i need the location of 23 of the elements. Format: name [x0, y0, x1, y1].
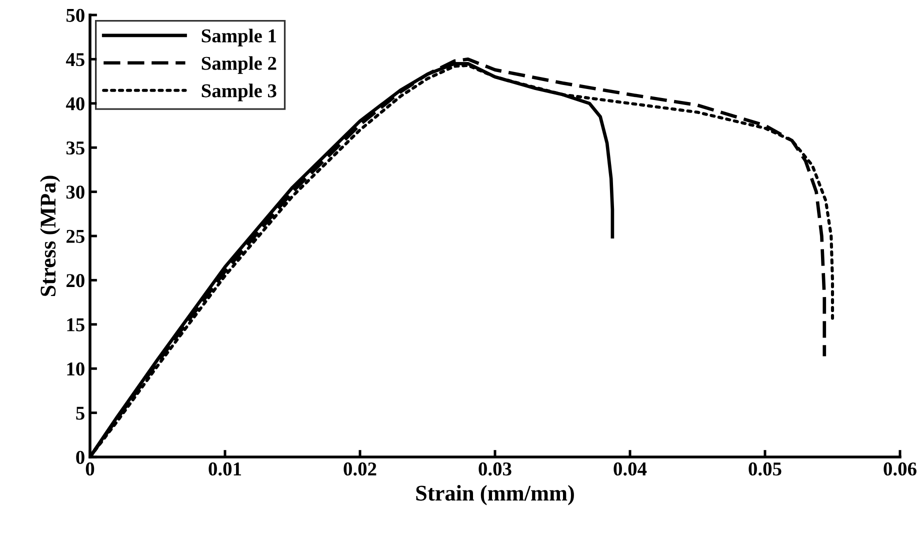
legend-label: Sample 2	[202, 56, 276, 74]
x-tick-label: 0.02	[344, 462, 376, 476]
x-axis-title: Strain (mm/mm)	[416, 485, 574, 506]
legend-label: Sample 3	[202, 84, 276, 102]
y-tick-label: 10	[67, 362, 84, 376]
y-axis-title: Stress (MPa)	[40, 176, 60, 296]
y-tick-label: 30	[66, 186, 84, 199]
y-tick-label: 40	[66, 97, 84, 110]
y-tick-label: 5	[76, 406, 84, 420]
x-tick-label: 0.01	[208, 462, 242, 476]
y-tick-label: 35	[66, 141, 84, 155]
y-tick-label: 50	[66, 8, 84, 22]
x-tick-label: 0.03	[478, 462, 512, 476]
y-tick-label: 20	[66, 274, 84, 288]
y-tick-label: 15	[67, 318, 84, 332]
x-tick-label: 0.06	[884, 462, 916, 476]
x-tick-label: 0.05	[748, 462, 782, 476]
y-tick-label: 45	[66, 53, 84, 66]
legend-label: Sample 1	[202, 28, 276, 46]
x-tick-label: 0.04	[614, 462, 647, 476]
y-tick-label: 25	[66, 230, 84, 243]
y-tick-label: 0	[76, 450, 84, 464]
x-tick-label: 0	[86, 462, 94, 476]
